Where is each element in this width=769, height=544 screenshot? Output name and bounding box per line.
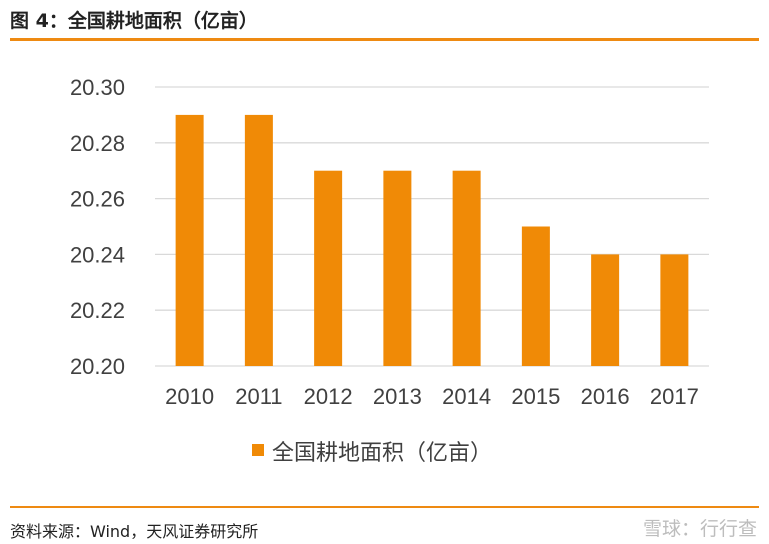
y-axis-tick-labels: 20.20 20.22 20.24 20.26 20.28 20.30 xyxy=(70,75,125,379)
y-tick-label: 20.30 xyxy=(70,75,125,100)
brand-watermark: 雪球：行行查 xyxy=(642,518,757,540)
bar-2017 xyxy=(660,254,689,366)
bar-2013 xyxy=(383,170,412,366)
x-tick-label: 2011 xyxy=(235,384,282,409)
legend-label: 全国耕地面积（亿亩） xyxy=(272,441,492,466)
bar-2016 xyxy=(591,254,620,366)
figure-title: 图 4：全国耕地面积（亿亩） xyxy=(10,10,258,32)
y-tick-label: 20.26 xyxy=(70,187,125,212)
legend-swatch xyxy=(252,444,264,456)
x-tick-label: 2016 xyxy=(581,384,630,409)
header-rule xyxy=(10,38,759,41)
x-tick-label: 2010 xyxy=(165,384,214,409)
source-note: 资料来源：Wind，天风证券研究所 xyxy=(10,522,259,541)
x-tick-label: 2017 xyxy=(650,384,699,409)
y-tick-label: 20.28 xyxy=(70,131,125,156)
bar-2014 xyxy=(452,170,481,366)
footer-rule xyxy=(10,506,759,508)
x-tick-label: 2013 xyxy=(373,384,422,409)
x-tick-label: 2012 xyxy=(304,384,353,409)
gridlines xyxy=(155,86,709,367)
x-tick-label: 2014 xyxy=(442,384,491,409)
y-tick-label: 20.22 xyxy=(70,298,125,323)
bar-2010 xyxy=(175,114,204,367)
y-tick-label: 20.20 xyxy=(70,354,125,379)
bar-2012 xyxy=(314,170,343,366)
x-axis-tick-labels: 2010 2011 2012 2013 2014 2015 2016 2017 xyxy=(165,384,699,409)
legend: 全国耕地面积（亿亩） xyxy=(252,441,492,466)
x-tick-label: 2015 xyxy=(511,384,560,409)
y-tick-label: 20.24 xyxy=(70,242,125,267)
bar-2011 xyxy=(244,114,273,367)
bar-2015 xyxy=(521,226,550,366)
bars xyxy=(175,114,689,367)
